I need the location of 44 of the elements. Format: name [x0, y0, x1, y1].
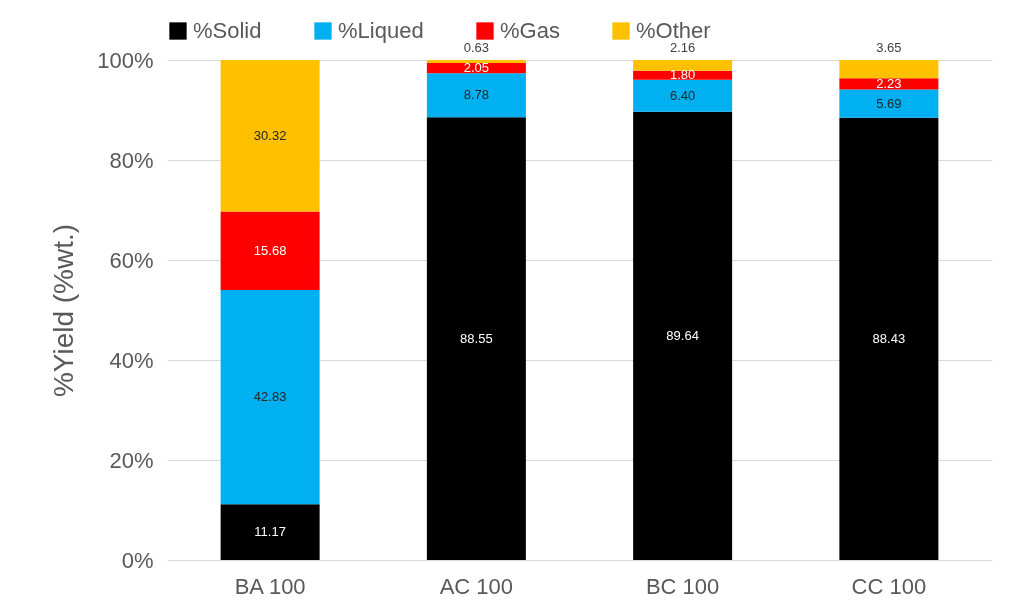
data-label: 0.63: [463, 39, 490, 55]
bar: [426, 73, 526, 118]
bar: [839, 60, 939, 79]
y-tick-label: 40%: [109, 347, 154, 373]
bar: [839, 89, 939, 118]
bar: [633, 79, 733, 112]
data-label: 11.17: [254, 524, 286, 540]
bar: [220, 290, 320, 505]
data-label: 6.40: [669, 87, 696, 103]
y-tick-label: 0%: [121, 547, 154, 573]
bar: [220, 211, 320, 290]
data-label: 30.32: [253, 127, 287, 143]
legend-label: %Solid: [193, 18, 262, 43]
data-label: 8.78: [463, 87, 490, 103]
bar: [633, 60, 733, 71]
y-tick-label: 60%: [109, 247, 154, 273]
data-label: 2.16: [669, 40, 696, 55]
y-tick-label: 100%: [97, 47, 154, 73]
bar: [220, 60, 320, 212]
x-tick-label: CC 100: [851, 573, 927, 599]
data-label: 1.80: [669, 67, 696, 83]
y-axis-title: %Yield (%wt.): [48, 223, 80, 398]
data-label: 88.43: [872, 330, 906, 346]
legend-label: %Other: [636, 18, 711, 43]
data-label: 42.83: [253, 389, 287, 405]
legend-label: %Gas: [500, 18, 560, 43]
data-label: 15.68: [253, 242, 287, 258]
y-tick-label: 80%: [109, 147, 154, 173]
x-tick-label: BA 100: [234, 573, 306, 599]
bar: [633, 111, 733, 560]
data-label: 88.55: [460, 330, 493, 346]
legend-label: %Liqued: [338, 18, 424, 43]
y-tick-label: 20%: [109, 447, 154, 473]
data-label: 5.69: [876, 95, 902, 111]
data-label: 3.65: [876, 40, 902, 55]
data-label: 2.23: [876, 75, 902, 91]
x-tick-label: AC 100: [439, 573, 514, 599]
data-label: 2.05: [463, 60, 490, 76]
bar: [839, 117, 939, 560]
bar: [426, 117, 526, 560]
data-label: 89.64: [666, 327, 699, 343]
bar: [220, 504, 320, 560]
x-tick-label: BC 100: [645, 573, 720, 599]
bar: [426, 59, 526, 64]
